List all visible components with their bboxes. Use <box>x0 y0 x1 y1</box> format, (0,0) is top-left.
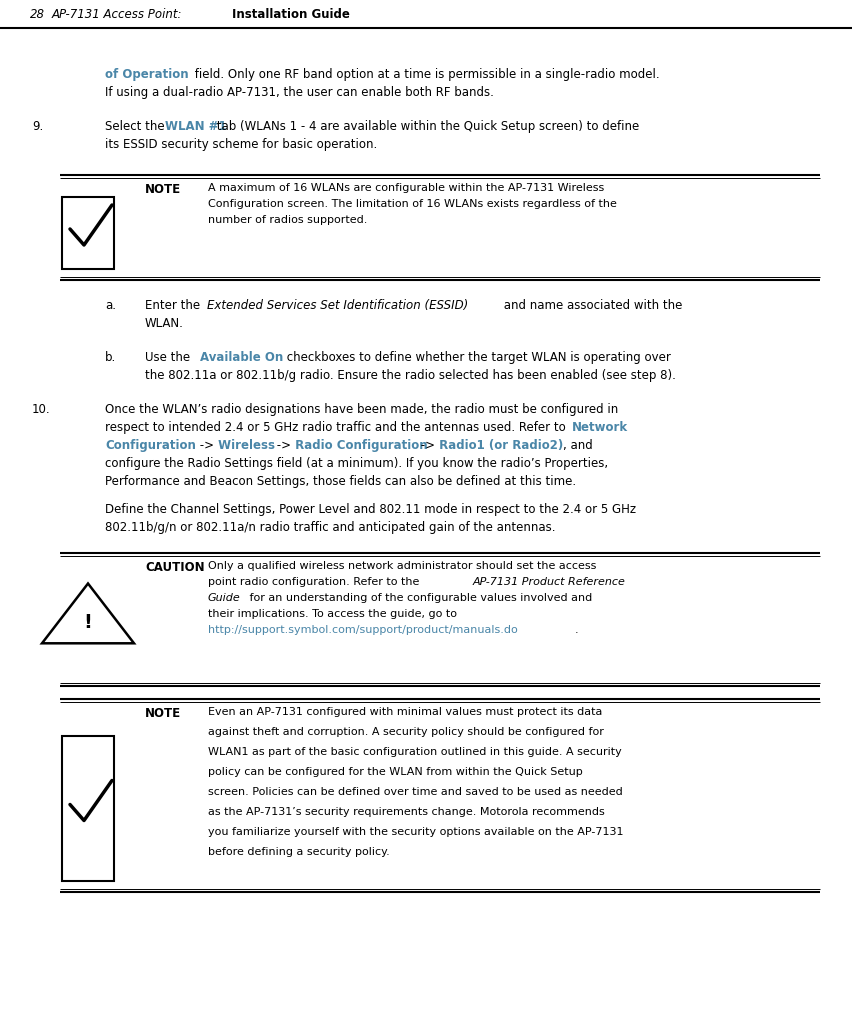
Text: against theft and corruption. A security policy should be configured for: against theft and corruption. A security… <box>208 727 603 737</box>
Text: Network: Network <box>572 421 627 434</box>
Text: policy can be configured for the WLAN from within the Quick Setup: policy can be configured for the WLAN fr… <box>208 767 582 777</box>
Text: ->: -> <box>417 439 435 452</box>
Text: 802.11b/g/n or 802.11a/n radio traffic and anticipated gain of the antennas.: 802.11b/g/n or 802.11a/n radio traffic a… <box>105 521 555 534</box>
Text: their implications. To access the guide, go to: their implications. To access the guide,… <box>208 609 457 619</box>
Text: and name associated with the: and name associated with the <box>499 299 682 312</box>
Text: WLAN #1: WLAN #1 <box>164 120 227 133</box>
Text: screen. Policies can be defined over time and saved to be used as needed: screen. Policies can be defined over tim… <box>208 787 622 797</box>
Text: its ESSID security scheme for basic operation.: its ESSID security scheme for basic oper… <box>105 138 377 151</box>
Text: NOTE: NOTE <box>145 707 181 720</box>
Text: Enter the: Enter the <box>145 299 204 312</box>
Text: !: ! <box>83 613 92 632</box>
Text: WLAN.: WLAN. <box>145 317 184 330</box>
Text: AP-7131 Product Reference: AP-7131 Product Reference <box>473 577 625 587</box>
Text: respect to intended 2.4 or 5 GHz radio traffic and the antennas used. Refer to: respect to intended 2.4 or 5 GHz radio t… <box>105 421 569 434</box>
Text: CAUTION: CAUTION <box>145 561 204 574</box>
Text: Configuration screen. The limitation of 16 WLANs exists regardless of the: Configuration screen. The limitation of … <box>208 199 616 209</box>
Text: .: . <box>574 625 578 635</box>
Text: of Operation: of Operation <box>105 68 188 81</box>
Text: Only a qualified wireless network administrator should set the access: Only a qualified wireless network admini… <box>208 561 596 571</box>
Text: the 802.11a or 802.11b/g radio. Ensure the radio selected has been enabled (see : the 802.11a or 802.11b/g radio. Ensure t… <box>145 369 675 383</box>
Text: Configuration: Configuration <box>105 439 196 452</box>
Bar <box>62 736 114 882</box>
Text: Define the Channel Settings, Power Level and 802.11 mode in respect to the 2.4 o: Define the Channel Settings, Power Level… <box>105 503 636 516</box>
Text: Guide: Guide <box>208 593 240 603</box>
Text: Performance and Beacon Settings, those fields can also be defined at this time.: Performance and Beacon Settings, those f… <box>105 475 575 488</box>
Text: Installation Guide: Installation Guide <box>232 8 349 21</box>
Text: Radio Configuration: Radio Configuration <box>291 439 427 452</box>
Text: tab (WLANs 1 - 4 are available within the Quick Setup screen) to define: tab (WLANs 1 - 4 are available within th… <box>213 120 638 133</box>
Text: 28: 28 <box>30 8 45 21</box>
Text: b.: b. <box>105 351 116 364</box>
Text: as the AP-7131’s security requirements change. Motorola recommends: as the AP-7131’s security requirements c… <box>208 807 604 817</box>
Text: field. Only one RF band option at a time is permissible in a single-radio model.: field. Only one RF band option at a time… <box>191 68 659 81</box>
Text: point radio configuration. Refer to the: point radio configuration. Refer to the <box>208 577 423 587</box>
Text: ->: -> <box>273 439 291 452</box>
Text: checkboxes to define whether the target WLAN is operating over: checkboxes to define whether the target … <box>283 351 670 364</box>
Text: AP-7131 Access Point:: AP-7131 Access Point: <box>52 8 190 21</box>
Text: Available On: Available On <box>199 351 283 364</box>
Text: Radio1 (or Radio2): Radio1 (or Radio2) <box>435 439 562 452</box>
Text: for an understanding of the configurable values involved and: for an understanding of the configurable… <box>245 593 591 603</box>
Text: number of radios supported.: number of radios supported. <box>208 215 367 225</box>
Text: http://support.symbol.com/support/product/manuals.do: http://support.symbol.com/support/produc… <box>208 625 517 635</box>
Text: , and: , and <box>562 439 592 452</box>
Text: Select the: Select the <box>105 120 168 133</box>
Text: WLAN1 as part of the basic configuration outlined in this guide. A security: WLAN1 as part of the basic configuration… <box>208 747 621 757</box>
Text: 9.: 9. <box>32 120 43 133</box>
Text: you familiarize yourself with the security options available on the AP-7131: you familiarize yourself with the securi… <box>208 827 623 837</box>
Text: A maximum of 16 WLANs are configurable within the AP-7131 Wireless: A maximum of 16 WLANs are configurable w… <box>208 182 603 193</box>
Text: If using a dual-radio AP-7131, the user can enable both RF bands.: If using a dual-radio AP-7131, the user … <box>105 86 493 99</box>
Text: 10.: 10. <box>32 403 50 415</box>
Text: ->: -> <box>196 439 214 452</box>
Text: configure the Radio Settings field (at a minimum). If you know the radio’s Prope: configure the Radio Settings field (at a… <box>105 457 607 470</box>
Text: before defining a security policy.: before defining a security policy. <box>208 847 389 857</box>
Text: NOTE: NOTE <box>145 182 181 196</box>
Bar <box>62 197 114 269</box>
Text: Once the WLAN’s radio designations have been made, the radio must be configured : Once the WLAN’s radio designations have … <box>105 403 618 415</box>
Text: Extended Services Set Identification (ESSID): Extended Services Set Identification (ES… <box>207 299 468 312</box>
Text: a.: a. <box>105 299 116 312</box>
Text: Use the: Use the <box>145 351 193 364</box>
Text: Even an AP-7131 configured with minimal values must protect its data: Even an AP-7131 configured with minimal … <box>208 707 602 717</box>
Text: Wireless: Wireless <box>214 439 274 452</box>
